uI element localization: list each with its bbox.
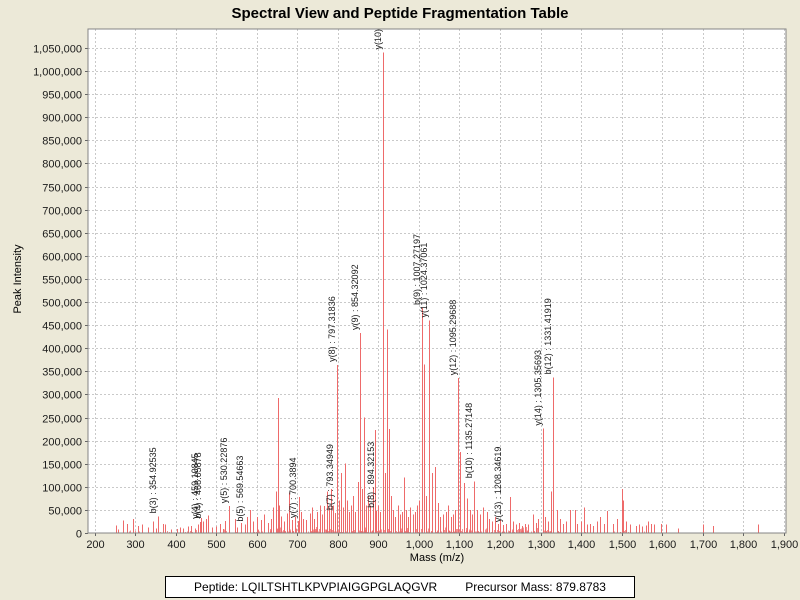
svg-text:100,000: 100,000 xyxy=(42,483,82,495)
svg-text:200,000: 200,000 xyxy=(42,437,82,449)
svg-text:900,000: 900,000 xyxy=(42,113,82,125)
svg-text:550,000: 550,000 xyxy=(42,275,82,287)
svg-text:750,000: 750,000 xyxy=(42,183,82,195)
svg-text:650,000: 650,000 xyxy=(42,229,82,241)
peak-label-b(8): b(8) : 894.32153 xyxy=(366,442,376,508)
svg-text:300,000: 300,000 xyxy=(42,390,82,402)
spectrum-chart[interactable]: 200 300 400 500 600 700 800 900 1,000 1,100 1,200 1… xyxy=(0,0,800,572)
svg-text:1,600: 1,600 xyxy=(649,539,677,551)
svg-text:1,800: 1,800 xyxy=(730,539,758,551)
peak-label-y(9): y(9) : 854.32092 xyxy=(350,264,360,330)
svg-text:1,000: 1,000 xyxy=(406,539,434,551)
background-peaks xyxy=(116,329,759,533)
svg-text:450,000: 450,000 xyxy=(42,321,82,333)
svg-text:500,000: 500,000 xyxy=(42,298,82,310)
peak-label-y(5): y(5) : 530.22876 xyxy=(219,438,229,504)
svg-text:1,100: 1,100 xyxy=(446,539,474,551)
peak-label-y(8): y(8) : 797.31836 xyxy=(327,296,337,362)
peak-label-b(3): b(3) : 354.92535 xyxy=(148,447,158,513)
svg-text:0: 0 xyxy=(76,529,82,541)
svg-text:900: 900 xyxy=(369,539,387,551)
peak-label-y(4): y(4) : 459.10845 xyxy=(190,453,200,519)
peak-label-b(7): b(7) : 793.34949 xyxy=(325,444,335,510)
peak-label-b(12): b(12) : 1331.41919 xyxy=(543,298,553,374)
svg-text:600,000: 600,000 xyxy=(42,252,82,264)
svg-text:1,300: 1,300 xyxy=(528,539,556,551)
peak-label-y(12): y(12) : 1095.29688 xyxy=(448,300,458,376)
svg-text:400: 400 xyxy=(167,539,185,551)
x-axis-title: Mass (m/z) xyxy=(409,552,465,564)
svg-text:1,000,000: 1,000,000 xyxy=(33,67,82,79)
footer-bar: Peptide: LQILTSHTLKPVPIAIGGPGLAQGVR Precu… xyxy=(0,576,800,598)
svg-text:1,700: 1,700 xyxy=(690,539,718,551)
peak-label-y(10): y(10) xyxy=(373,29,383,50)
svg-text:800: 800 xyxy=(329,539,347,551)
axis-ticks: 200 300 400 500 600 700 800 900 1,000 1,100 1,200 1… xyxy=(33,44,798,552)
peak-label-b(9): b(9) : 1007.27197 xyxy=(412,234,422,305)
peak-label-b(5): b(5) : 569.54663 xyxy=(235,456,245,522)
peak-label-b(10): b(10) : 1135.27148 xyxy=(464,403,474,478)
peptide-info-box: Peptide: LQILTSHTLKPVPIAIGGPGLAQGVR Precu… xyxy=(165,576,635,598)
plot-area[interactable] xyxy=(88,29,786,533)
gridlines xyxy=(88,29,786,533)
peak-label-y(7): y(7) : 700.3894 xyxy=(288,457,298,518)
svg-text:400,000: 400,000 xyxy=(42,344,82,356)
svg-text:500: 500 xyxy=(207,539,225,551)
peak-label-y(11): y(11) : 1024.37061 xyxy=(419,243,429,318)
svg-text:350,000: 350,000 xyxy=(42,367,82,379)
svg-text:850,000: 850,000 xyxy=(42,136,82,148)
peptide-sequence-text: Peptide: LQILTSHTLKPVPIAIGGPGLAQGVR xyxy=(194,580,438,594)
precursor-mass-text: Precursor Mass: 879.8783 xyxy=(465,580,606,594)
svg-text:1,050,000: 1,050,000 xyxy=(33,44,82,56)
svg-text:600: 600 xyxy=(248,539,266,551)
svg-text:200: 200 xyxy=(86,539,104,551)
svg-text:1,400: 1,400 xyxy=(568,539,596,551)
plot-border xyxy=(87,28,787,534)
svg-text:150,000: 150,000 xyxy=(42,460,82,472)
svg-text:1,500: 1,500 xyxy=(609,539,637,551)
svg-text:300: 300 xyxy=(126,539,144,551)
peak-label-y(14): y(14) : 1305.35693 xyxy=(533,350,543,426)
svg-text:250,000: 250,000 xyxy=(42,414,82,426)
svg-text:950,000: 950,000 xyxy=(42,90,82,102)
svg-text:700,000: 700,000 xyxy=(42,206,82,218)
peak-label-y(13): y(13) : 1208.34619 xyxy=(493,447,503,523)
svg-text:1,200: 1,200 xyxy=(487,539,515,551)
svg-text:700: 700 xyxy=(288,539,306,551)
svg-text:800,000: 800,000 xyxy=(42,159,82,171)
page-title: Spectral View and Peptide Fragmentation … xyxy=(231,5,569,22)
svg-text:50,000: 50,000 xyxy=(48,506,82,518)
svg-text:1,900: 1,900 xyxy=(771,539,799,551)
peak-label-b(4): b(4) : 468.05878 xyxy=(193,452,203,518)
